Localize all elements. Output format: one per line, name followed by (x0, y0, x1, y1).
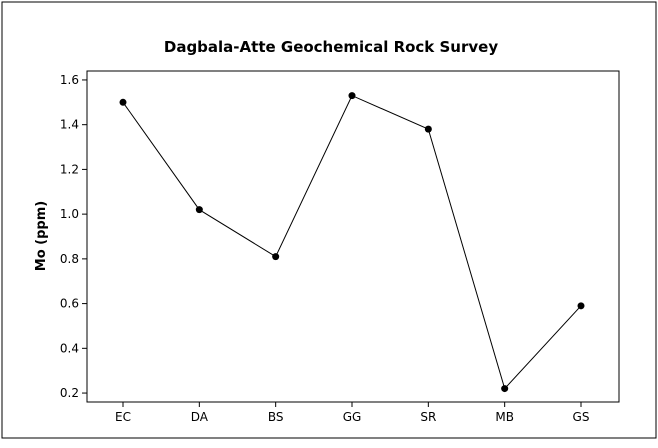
data-point (577, 302, 585, 310)
y-tick-label: 1.6 (60, 73, 79, 87)
y-tick-label: 0.4 (60, 341, 79, 355)
data-point (348, 92, 356, 100)
y-axis-label: Mo (ppm) (34, 201, 49, 271)
x-tick-label: GG (343, 410, 362, 424)
x-tick-label: GS (573, 410, 590, 424)
x-axis: EC DA BS GG SR MB GS (115, 402, 589, 424)
data-point (501, 385, 509, 393)
x-tick-label: DA (191, 410, 209, 424)
y-tick-label: 0.6 (60, 297, 79, 311)
data-point (272, 253, 280, 261)
data-point (195, 206, 203, 214)
y-tick-label: 1.4 (60, 118, 79, 132)
y-tick-label: 1.0 (60, 207, 79, 221)
x-tick-label: BS (268, 410, 284, 424)
chart-title: Dagbala-Atte Geochemical Rock Survey (164, 38, 498, 56)
y-tick-label: 0.2 (60, 386, 79, 400)
data-point (424, 125, 432, 133)
data-point (119, 98, 127, 106)
x-tick-label: EC (115, 410, 131, 424)
y-axis: 0.2 0.4 0.6 0.8 1.0 1.2 1.4 1.6 (60, 73, 87, 400)
x-tick-label: MB (495, 410, 514, 424)
series-layer (119, 92, 585, 393)
y-tick-label: 1.2 (60, 162, 79, 176)
y-tick-label: 0.8 (60, 252, 79, 266)
x-tick-label: SR (420, 410, 436, 424)
plot-area (86, 70, 620, 403)
